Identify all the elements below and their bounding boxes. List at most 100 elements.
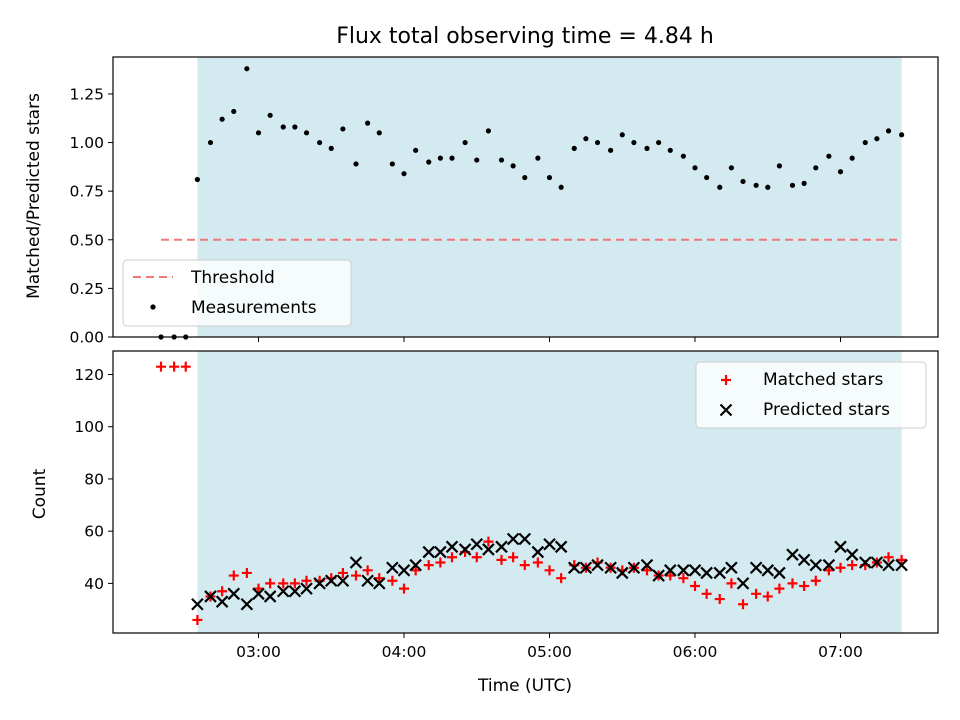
predicted-star-point bbox=[324, 574, 338, 588]
matched-star-point bbox=[532, 557, 543, 568]
x-tick-label: 07:00 bbox=[818, 643, 863, 661]
predicted-star-point bbox=[372, 577, 386, 590]
predicted-star-point bbox=[834, 540, 847, 554]
measurement-point bbox=[765, 184, 771, 190]
measurement-point bbox=[231, 108, 237, 115]
count-axes-frame bbox=[112, 350, 939, 634]
matched-star-point bbox=[253, 583, 264, 594]
matched-star-point bbox=[714, 594, 725, 605]
matched-star-point bbox=[519, 560, 530, 571]
measurement-point bbox=[849, 155, 855, 161]
measurement-point bbox=[885, 128, 892, 134]
matched-star-point bbox=[665, 570, 676, 581]
matched-star-point bbox=[301, 575, 312, 586]
measurement-point bbox=[317, 139, 323, 146]
ratio-y-tick-label: 0.00 bbox=[69, 329, 104, 347]
predicted-star-point bbox=[300, 582, 313, 595]
predicted-star-point bbox=[822, 558, 836, 572]
matched-star-point bbox=[387, 575, 398, 586]
legend-threshold-label: Threshold bbox=[190, 268, 275, 288]
predicted-star-point bbox=[263, 590, 277, 603]
predicted-star-point bbox=[361, 574, 374, 588]
matched-star-point bbox=[738, 599, 749, 610]
matched-star-point bbox=[823, 565, 834, 576]
predicted-star-point bbox=[786, 548, 799, 561]
measurement-point bbox=[753, 182, 759, 188]
measurement-point bbox=[704, 174, 710, 181]
matched-star-point bbox=[350, 570, 361, 581]
count-y-tick-label: 120 bbox=[74, 366, 104, 384]
measurement-point bbox=[389, 161, 395, 167]
measurement-point bbox=[813, 165, 819, 171]
predicted-star-point bbox=[725, 561, 738, 574]
predicted-star-point bbox=[531, 545, 545, 559]
ratio-axes-frame bbox=[112, 56, 939, 338]
measurement-point bbox=[680, 153, 686, 159]
matched-star-point bbox=[362, 565, 373, 576]
measurement-point bbox=[244, 66, 250, 72]
measurement-point bbox=[571, 145, 577, 151]
measurement-point bbox=[667, 147, 673, 153]
matched-star-point bbox=[508, 552, 519, 563]
predicted-star-point bbox=[797, 553, 811, 567]
predicted-star-point bbox=[386, 561, 399, 574]
x-tick-label: 04:00 bbox=[382, 643, 427, 661]
matched-star-point bbox=[690, 581, 701, 591]
measurement-point bbox=[899, 132, 905, 138]
measurement-point bbox=[437, 155, 443, 161]
matched-star-point bbox=[228, 570, 239, 581]
matched-star-point bbox=[726, 578, 737, 589]
matched-star-point bbox=[496, 554, 507, 565]
matched-star-point bbox=[374, 573, 385, 584]
predicted-star-point bbox=[749, 561, 763, 574]
legend-matched-swatch bbox=[721, 375, 731, 385]
legend-measurements-label: Measurements bbox=[191, 298, 317, 318]
predicted-star-point bbox=[470, 537, 484, 551]
ratio-legend-box bbox=[122, 259, 352, 327]
count-legend-box bbox=[695, 361, 927, 429]
predicted-star-point bbox=[627, 561, 641, 574]
legend-measurements-swatch bbox=[150, 304, 156, 310]
count-y-tick-label: 80 bbox=[84, 470, 104, 488]
predicted-star-point bbox=[240, 598, 254, 611]
matched-star-point bbox=[701, 588, 712, 599]
chart-title: Flux total observing time = 4.84 h bbox=[336, 24, 714, 49]
measurement-point bbox=[837, 169, 844, 175]
measurement-point bbox=[426, 159, 432, 165]
measurement-point bbox=[413, 147, 419, 153]
bottom-y-axis-label: Count bbox=[30, 468, 50, 519]
measurement-point bbox=[328, 145, 334, 151]
measurement-point bbox=[449, 155, 455, 161]
measurement-point bbox=[510, 163, 516, 169]
predicted-star-point bbox=[518, 532, 532, 546]
measurement-point bbox=[498, 157, 505, 163]
matched-star-point bbox=[265, 578, 276, 589]
measurement-point bbox=[280, 124, 286, 130]
ratio-y-tick-label: 0.50 bbox=[69, 231, 104, 249]
measurement-point bbox=[194, 176, 200, 183]
measurement-point bbox=[594, 139, 601, 146]
matched-star-point bbox=[835, 562, 846, 573]
matched-star-point bbox=[678, 573, 689, 584]
predicted-star-point bbox=[458, 543, 472, 556]
measurement-point bbox=[619, 132, 625, 138]
measurement-point bbox=[292, 124, 298, 130]
ratio-y-tick-label: 1.25 bbox=[69, 85, 104, 103]
matched-star-point bbox=[787, 578, 798, 589]
matched-star-point bbox=[278, 578, 289, 589]
matched-star-point bbox=[217, 586, 228, 597]
measurement-point bbox=[365, 120, 371, 126]
matched-star-point bbox=[337, 567, 348, 578]
predicted-star-point bbox=[604, 561, 617, 574]
matched-star-point bbox=[483, 536, 494, 547]
predicted-star-point bbox=[688, 564, 702, 577]
predicted-star-point bbox=[579, 561, 593, 574]
matched-star-point bbox=[799, 581, 810, 591]
measurement-point bbox=[728, 165, 734, 171]
measurement-point bbox=[462, 139, 468, 146]
predicted-star-point bbox=[882, 558, 895, 572]
measurement-point bbox=[608, 147, 614, 153]
matched-star-point bbox=[169, 361, 180, 372]
measurement-point bbox=[558, 184, 564, 190]
predicted-star-point bbox=[482, 543, 495, 556]
